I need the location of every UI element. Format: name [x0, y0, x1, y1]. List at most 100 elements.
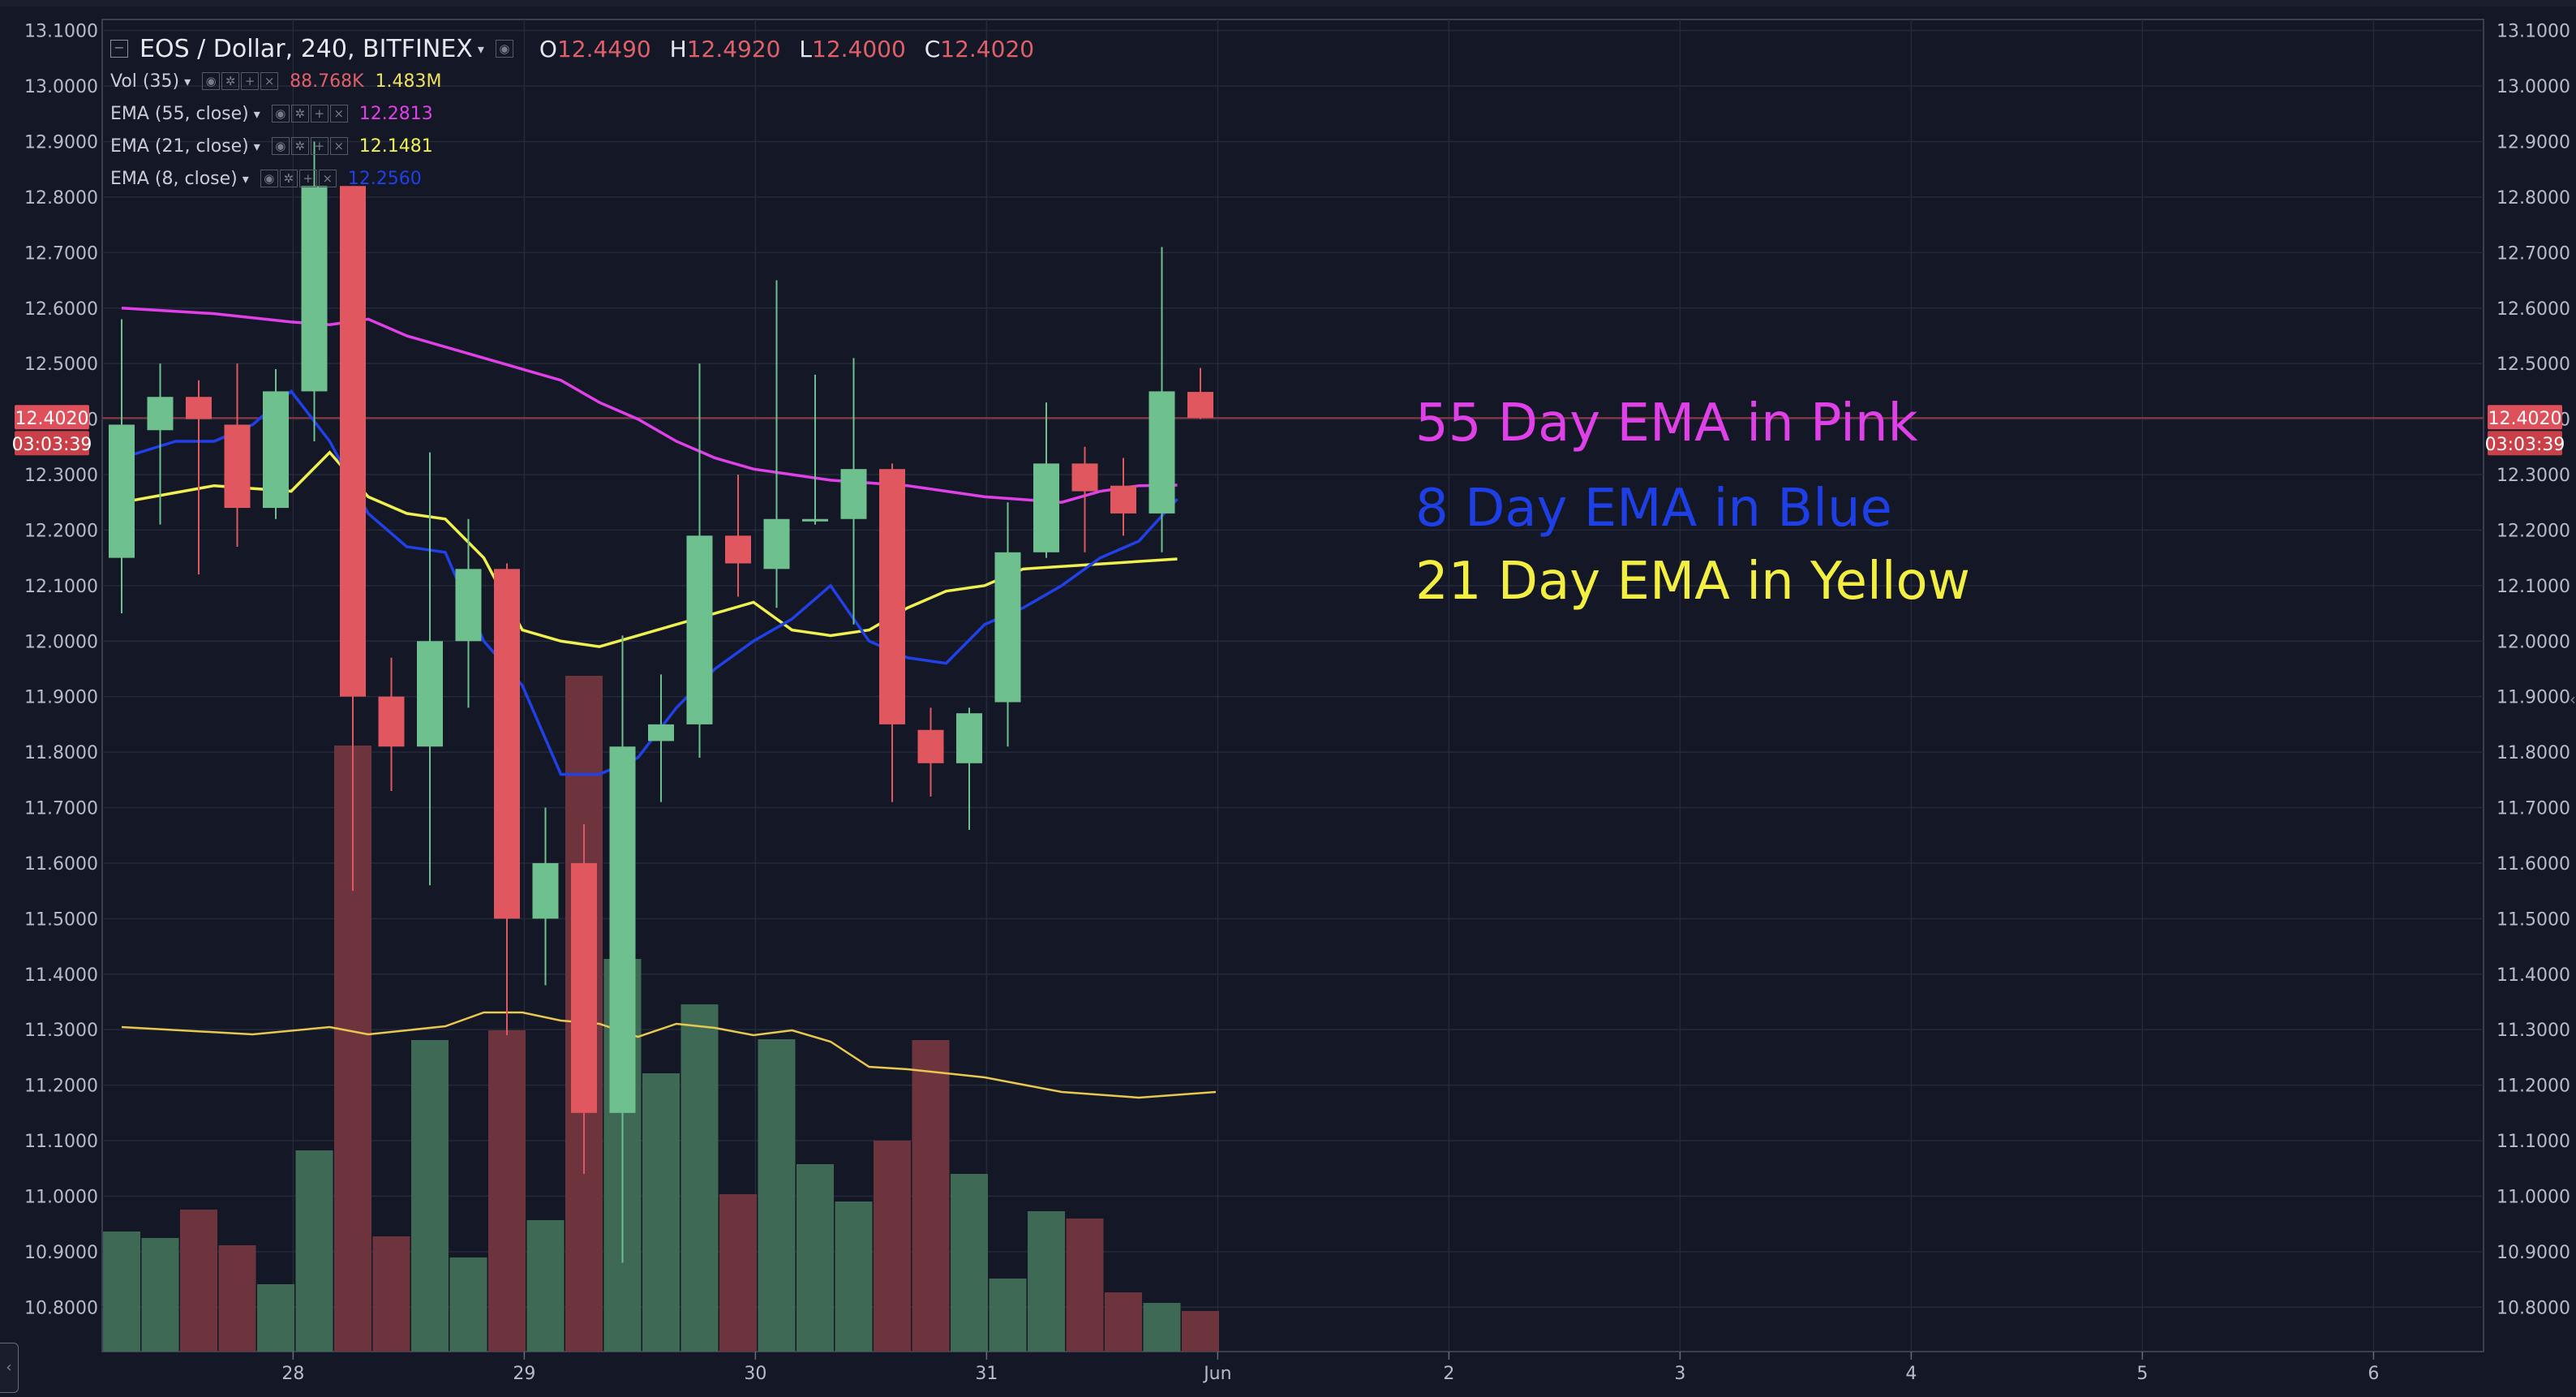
candle-body	[263, 391, 289, 509]
indicator-controls: ◉ ✲ + ×	[271, 137, 348, 155]
y-tick-label-left: 11.4000	[24, 965, 98, 986]
candle-body	[802, 518, 828, 522]
candle-body	[378, 696, 405, 747]
chevron-left-icon[interactable]: ‹	[2570, 690, 2576, 709]
x-tick-label: 29	[513, 1364, 535, 1384]
candle-body	[917, 729, 944, 763]
indicator-controls: ◉ ✲ + ×	[202, 72, 279, 90]
candle-body	[571, 862, 597, 1113]
candle-body	[340, 186, 366, 697]
x-tick-label: 5	[2136, 1364, 2148, 1384]
indicator-value: 88.768K	[290, 71, 364, 92]
eye-icon[interactable]: ◉	[271, 137, 290, 155]
y-tick-label-right: 12.2000	[2497, 521, 2570, 541]
candle-body	[1110, 485, 1136, 514]
chevron-down-icon[interactable]: ▾	[184, 73, 191, 89]
chevron-left-icon[interactable]: ‹	[0, 1343, 19, 1393]
y-tick-label-left: 11.1000	[24, 1132, 98, 1152]
x-tick-label: 6	[2368, 1364, 2379, 1384]
indicator-label: EMA (8, close)	[110, 168, 238, 189]
gear-icon[interactable]: ✲	[279, 170, 298, 187]
y-tick-label-left: 12.0000	[24, 632, 98, 652]
chevron-down-icon[interactable]: ▾	[477, 41, 484, 57]
ema55-line	[121, 307, 1178, 504]
plus-icon[interactable]: +	[241, 72, 260, 90]
indicator-row-volume[interactable]: Vol (35) ▾ ◉ ✲ + × 88.768K 1.483M	[110, 65, 1034, 97]
close-icon[interactable]: ×	[260, 72, 279, 90]
volume-bar	[835, 1201, 873, 1352]
candle-body	[109, 424, 135, 558]
eye-icon[interactable]: ◉	[495, 40, 513, 58]
indicator-label: EMA (21, close)	[110, 135, 249, 157]
indicator-row-ema55[interactable]: EMA (55, close) ▾ ◉ ✲ + × 12.2813	[110, 97, 1034, 130]
gear-icon[interactable]: ✲	[221, 72, 240, 90]
indicator-row-ema21[interactable]: EMA (21, close) ▾ ◉ ✲ + × 12.1481	[110, 130, 1034, 162]
high-value: 12.4920	[686, 35, 781, 62]
symbol-title[interactable]: EOS / Dollar, 240, BITFINEX	[140, 34, 473, 63]
y-tick-label-right: 12.8000	[2497, 188, 2570, 208]
candle-body	[994, 552, 1021, 703]
indicator-value: 12.1481	[358, 135, 433, 157]
eye-icon[interactable]: ◉	[271, 105, 290, 123]
indicator-row-ema8[interactable]: EMA (8, close) ▾ ◉ ✲ + × 12.2560	[110, 162, 1034, 195]
low-label: L	[799, 35, 813, 62]
volume-bar	[372, 1236, 410, 1352]
eye-icon[interactable]: ◉	[260, 170, 278, 187]
candle-body	[956, 713, 982, 763]
plus-icon[interactable]: +	[298, 170, 317, 187]
volume-bar	[758, 1039, 796, 1352]
countdown-label-box	[15, 431, 89, 456]
candle-body	[494, 569, 520, 919]
candle-body	[1071, 463, 1098, 492]
y-tick-label-right: 10.8000	[2497, 1298, 2570, 1318]
candle-body	[686, 535, 713, 724]
minus-box-icon[interactable]: −	[110, 40, 128, 58]
countdown-label-value: 03:03:39	[12, 435, 92, 455]
chevron-down-icon[interactable]: ▾	[253, 138, 260, 154]
y-tick-label-left: 13.1000	[24, 22, 98, 42]
eye-icon[interactable]: ◉	[202, 72, 221, 90]
volume-ma-line	[121, 1011, 1217, 1099]
candle-body	[840, 469, 867, 519]
candle-body	[1187, 392, 1213, 419]
y-tick-label-left: 12.7000	[24, 243, 98, 264]
y-tick-label-right: 12.3000	[2497, 466, 2570, 486]
volume-bar	[1182, 1311, 1219, 1352]
y-tick-label-right: 11.2000	[2497, 1077, 2570, 1097]
close-icon[interactable]: ×	[318, 170, 337, 187]
volume-bar	[1066, 1219, 1104, 1352]
plus-icon[interactable]: +	[310, 105, 328, 123]
x-tick-label: 2	[1443, 1364, 1454, 1384]
close-icon[interactable]: ×	[329, 137, 348, 155]
volume-bar	[526, 1220, 565, 1352]
chevron-down-icon[interactable]: ▾	[253, 105, 260, 122]
gear-icon[interactable]: ✲	[290, 105, 309, 123]
y-tick-label-left: 10.9000	[24, 1243, 98, 1263]
x-tick-label: 3	[1674, 1364, 1685, 1384]
y-tick-label-left: 12.8000	[24, 188, 98, 208]
y-tick-label-left: 12.1000	[24, 577, 98, 597]
close-icon[interactable]: ×	[329, 105, 348, 123]
symbol-controls: ◉	[495, 40, 513, 58]
close-label: C	[924, 35, 941, 62]
y-tick-label-right: 11.5000	[2497, 909, 2570, 930]
candle-body	[224, 424, 251, 509]
chevron-down-icon[interactable]: ▾	[242, 170, 249, 187]
candle-body	[879, 469, 905, 724]
annotation-ema8: 8 Day EMA in Blue	[1415, 479, 1892, 539]
x-tick-label: Jun	[1202, 1364, 1231, 1384]
y-tick-label-right: 12.6000	[2497, 299, 2570, 320]
y-tick-label-right: 10.9000	[2497, 1243, 2570, 1263]
volume-bar	[989, 1279, 1027, 1352]
plus-icon[interactable]: +	[310, 137, 328, 155]
y-tick-label-right: 12.7000	[2497, 243, 2570, 264]
y-tick-label-left: 10.8000	[24, 1298, 98, 1318]
chart-legend: − EOS / Dollar, 240, BITFINEX ▾ ◉ O12.44…	[110, 32, 1034, 195]
volume-bar	[1143, 1303, 1181, 1352]
y-tick-label-right: 12.9000	[2497, 133, 2570, 153]
volume-bar	[295, 1150, 333, 1352]
gear-icon[interactable]: ✲	[290, 137, 309, 155]
y-tick-label-left: 11.0000	[24, 1187, 98, 1207]
candle-body	[186, 397, 212, 419]
